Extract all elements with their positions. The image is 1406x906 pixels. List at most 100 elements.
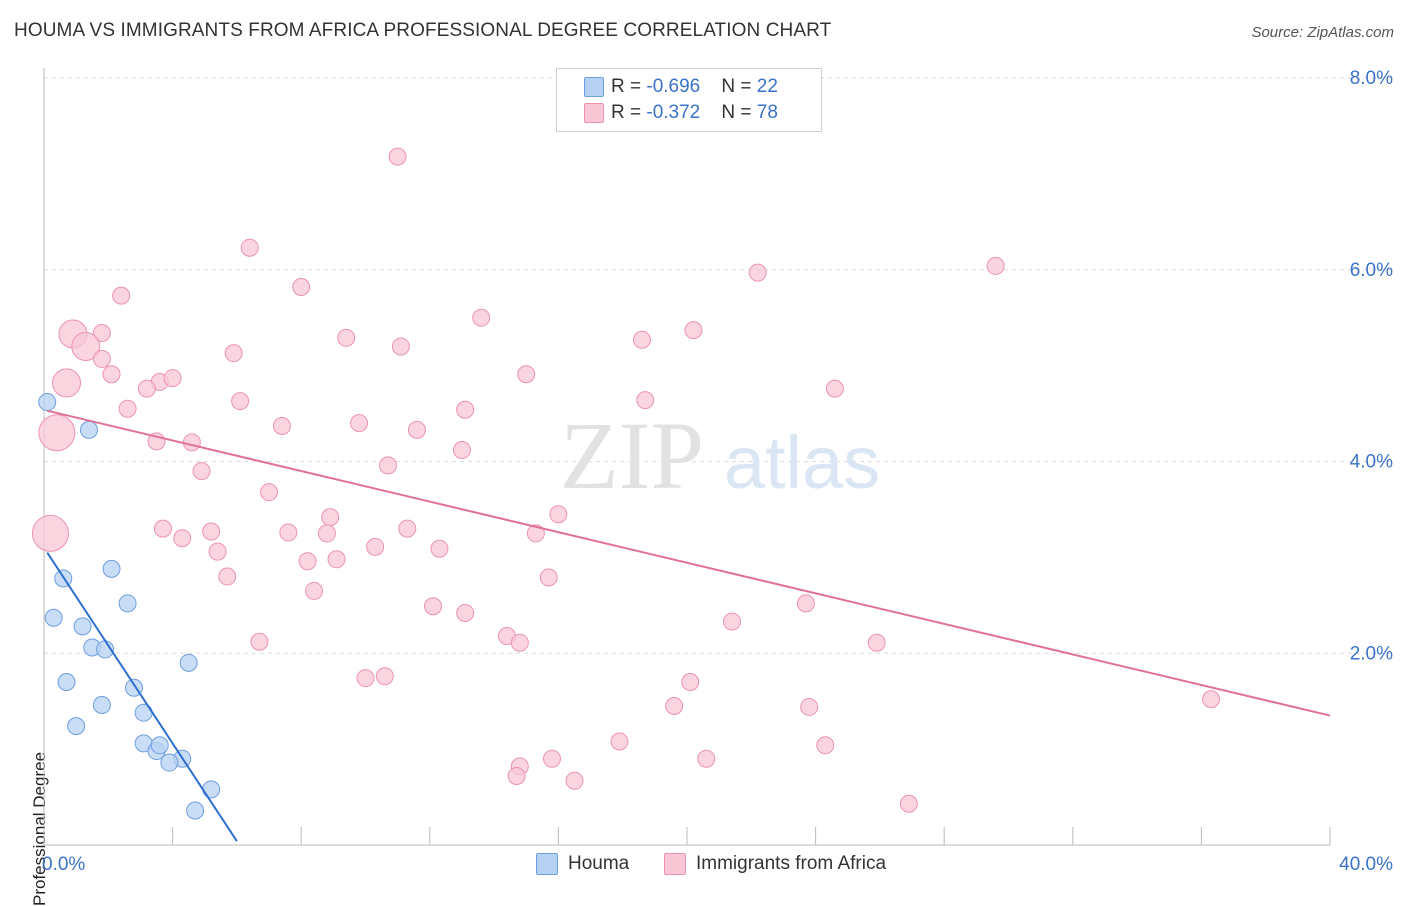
data-point-immigrants-from-africa <box>867 633 886 652</box>
data-point-immigrants-from-africa <box>452 440 471 459</box>
data-point-immigrants-from-africa <box>240 238 259 257</box>
series-houma <box>38 393 221 820</box>
data-point-immigrants-from-africa <box>800 697 819 716</box>
legend-r-value: -0.696 <box>646 76 701 97</box>
data-point-immigrants-from-africa <box>636 391 655 410</box>
data-point-immigrants-from-africa <box>510 633 529 652</box>
bottom-legend-swatch-houma <box>536 853 558 875</box>
data-point-immigrants-from-africa <box>748 263 767 282</box>
data-point-immigrants-from-africa <box>539 568 558 587</box>
data-point-immigrants-from-africa <box>549 505 568 524</box>
data-point-immigrants-from-africa <box>350 414 369 433</box>
data-point-immigrants-from-africa <box>681 673 700 692</box>
data-point-immigrants-from-africa <box>517 365 536 384</box>
legend-n-label: N = <box>721 102 757 123</box>
legend-swatch-houma <box>584 77 604 97</box>
data-point-immigrants-from-africa <box>375 667 394 686</box>
data-point-houma <box>150 736 169 755</box>
data-point-houma <box>186 801 205 820</box>
data-point-immigrants-from-africa <box>38 414 76 452</box>
watermark-zip: ZIP <box>560 402 704 509</box>
legend-row-houma: R = -0.696 N = 22 <box>584 75 778 99</box>
data-point-immigrants-from-africa <box>565 771 584 790</box>
bottom-legend-houma[interactable]: Houma <box>536 851 629 877</box>
data-point-immigrants-from-africa <box>118 399 137 418</box>
tick-labels: 2.0% 4.0% 6.0% 8.0% 0.0% 40.0% <box>42 68 1393 875</box>
data-point-immigrants-from-africa <box>337 328 356 347</box>
data-point-immigrants-from-africa <box>723 612 742 631</box>
legend-n-label: N = <box>721 76 757 97</box>
data-point-immigrants-from-africa <box>632 330 651 349</box>
data-point-immigrants-from-africa <box>231 392 250 411</box>
data-point-immigrants-from-africa <box>430 539 449 558</box>
data-point-houma <box>202 780 221 799</box>
data-point-immigrants-from-africa <box>92 349 111 368</box>
data-point-immigrants-from-africa <box>456 400 475 419</box>
data-point-immigrants-from-africa <box>816 736 835 755</box>
data-point-immigrants-from-africa <box>163 369 182 388</box>
data-point-houma <box>38 393 57 412</box>
data-point-houma <box>73 617 92 636</box>
data-point-houma <box>102 559 121 578</box>
legend-row-africa: R = -0.372 N = 78 <box>584 101 778 125</box>
data-point-houma <box>80 420 99 439</box>
data-point-immigrants-from-africa <box>899 794 918 813</box>
data-point-immigrants-from-africa <box>292 278 311 297</box>
bottom-legend-swatch-africa <box>664 853 686 875</box>
data-point-immigrants-from-africa <box>224 344 243 363</box>
source-label: Source: ZipAtlas.com <box>1251 24 1394 41</box>
data-point-immigrants-from-africa <box>92 324 111 343</box>
x-tick-label: 40.0% <box>1339 854 1393 875</box>
bottom-legend-africa[interactable]: Immigrants from Africa <box>664 851 886 877</box>
data-point-houma <box>57 673 76 692</box>
legend-n-value: 22 <box>756 76 778 97</box>
data-point-immigrants-from-africa <box>218 567 237 586</box>
legend-r-value: -0.372 <box>646 102 701 123</box>
bottom-legend: Houma Immigrants from Africa <box>0 851 1406 877</box>
data-point-immigrants-from-africa <box>665 696 684 715</box>
y-tick-label: 8.0% <box>1350 68 1393 89</box>
gridlines <box>44 77 1392 654</box>
data-point-houma <box>44 608 63 627</box>
data-point-immigrants-from-africa <box>398 519 417 538</box>
data-point-immigrants-from-africa <box>356 669 375 688</box>
data-point-immigrants-from-africa <box>542 749 561 768</box>
trend-line-houma <box>46 552 238 842</box>
data-point-immigrants-from-africa <box>379 456 398 475</box>
y-tick-label: 6.0% <box>1350 260 1393 281</box>
watermark-atlas: atlas <box>724 421 880 504</box>
data-point-houma <box>179 653 198 672</box>
data-point-immigrants-from-africa <box>52 368 82 398</box>
y-tick-label: 2.0% <box>1350 643 1393 664</box>
correlation-legend: R = -0.696 N = 22 R = -0.372 N = 78 <box>556 68 822 132</box>
trend-lines <box>46 409 1331 842</box>
legend-n-value: 78 <box>756 102 778 123</box>
data-point-immigrants-from-africa <box>298 552 317 571</box>
data-point-houma <box>67 717 86 736</box>
axes <box>43 68 1331 846</box>
data-point-immigrants-from-africa <box>796 594 815 613</box>
data-point-immigrants-from-africa <box>526 524 545 543</box>
data-point-immigrants-from-africa <box>456 603 475 622</box>
data-point-houma <box>92 696 111 715</box>
data-point-immigrants-from-africa <box>153 519 172 538</box>
data-point-immigrants-from-africa <box>825 379 844 398</box>
y-tick-label: 4.0% <box>1350 452 1393 473</box>
data-point-immigrants-from-africa <box>684 321 703 340</box>
x-tick-label: 0.0% <box>42 854 85 875</box>
data-point-immigrants-from-africa <box>71 331 101 361</box>
data-point-immigrants-from-africa <box>173 529 192 548</box>
data-point-immigrants-from-africa <box>327 550 346 569</box>
legend-r-label: R = <box>611 76 647 97</box>
legend-r-label: R = <box>611 102 647 123</box>
chart-title: HOUMA VS IMMIGRANTS FROM AFRICA PROFESSI… <box>14 20 832 41</box>
data-point-immigrants-from-africa <box>507 766 526 785</box>
data-point-immigrants-from-africa <box>250 632 269 651</box>
data-point-houma <box>118 594 137 613</box>
data-point-immigrants-from-africa <box>208 542 227 561</box>
data-point-immigrants-from-africa <box>192 462 211 481</box>
data-point-immigrants-from-africa <box>260 483 279 502</box>
data-point-immigrants-from-africa <box>472 308 491 327</box>
data-point-immigrants-from-africa <box>986 256 1005 275</box>
trend-line-immigrants-from-africa <box>46 409 1331 717</box>
